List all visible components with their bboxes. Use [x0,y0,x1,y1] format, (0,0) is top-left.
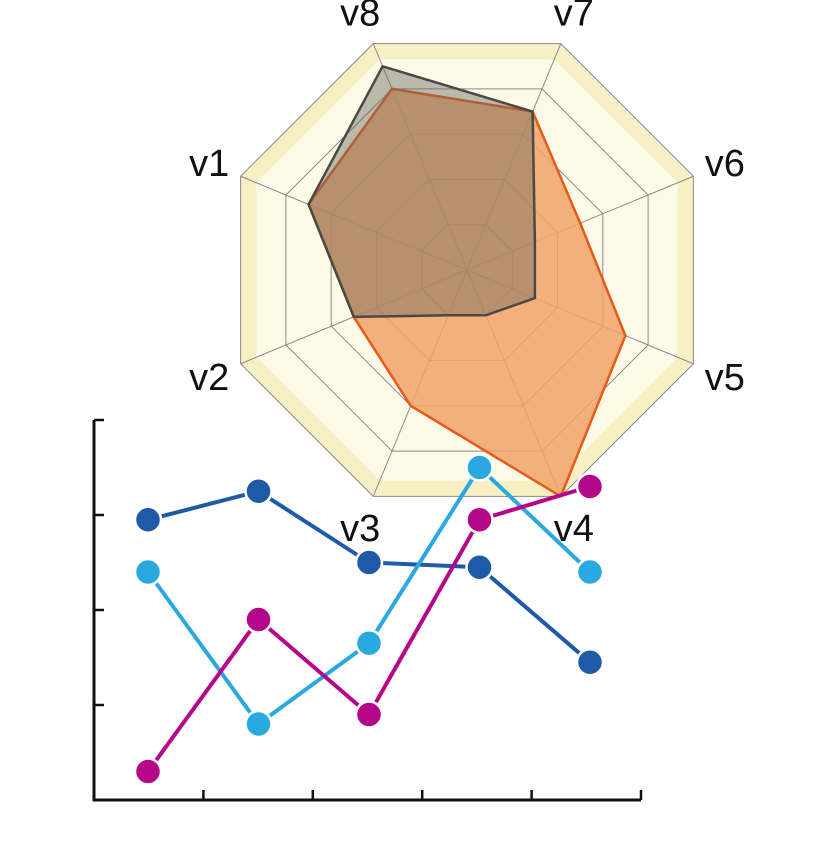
radar-axis-label-v8: v8 [340,0,380,34]
line-series-3-point-4 [465,505,494,534]
line-series-3 [133,472,605,786]
line-series-3-point-1 [133,757,163,786]
line-chart [92,418,643,802]
line-series-2-point-3 [354,629,384,658]
radar-ring-5 [240,43,694,497]
line-series-2-point-1 [133,557,163,587]
line-series-2-point-4 [465,453,494,482]
line-series-1-point-2 [244,477,273,506]
line-series-2-point-5 [575,557,605,587]
radar-axis-label-v2: v2 [189,357,229,399]
radar-series-2 [307,65,537,319]
line-series-1 [133,477,605,677]
radar-axis-label-v5: v5 [705,357,745,399]
line-series-1-point-4 [465,553,494,582]
line-series-3-point-5 [575,472,605,501]
line-series-3-point-2 [244,605,273,634]
line-series-2-point-2 [244,709,273,739]
radar-axis-label-v1: v1 [189,143,229,185]
line-series-1-point-1 [133,505,163,534]
radar-series-1 [307,87,627,498]
line-series-3-point-3 [354,700,384,729]
radar-axis-label-v3: v3 [340,508,380,550]
line-series-1-point-5 [575,648,605,677]
radar-axis-label-v7: v7 [554,0,594,34]
line-series-1-point-3 [354,548,384,577]
radar-axis-label-v6: v6 [705,143,745,185]
